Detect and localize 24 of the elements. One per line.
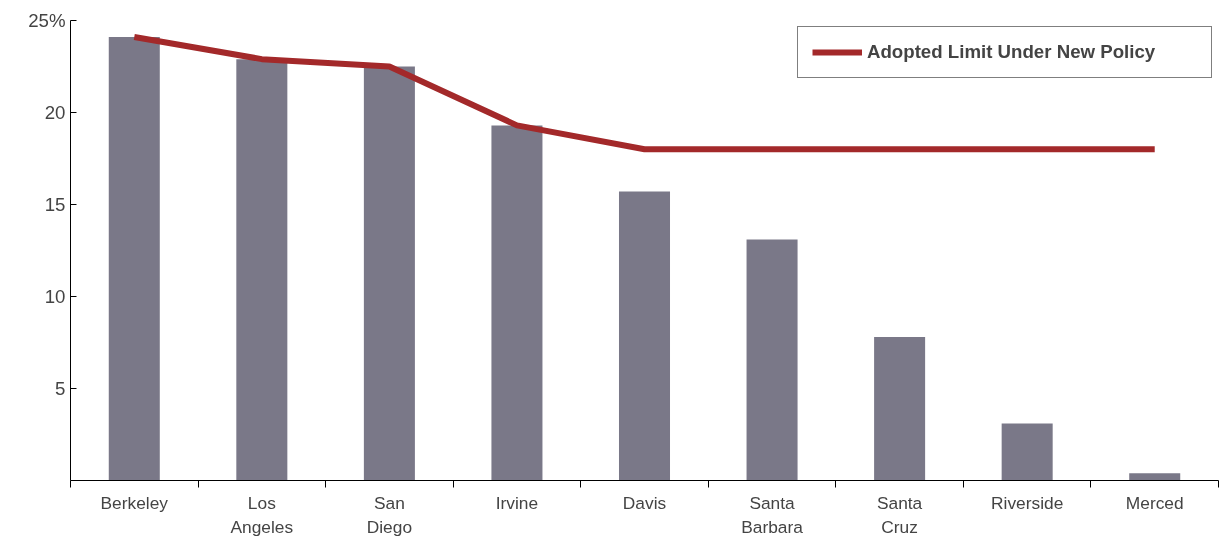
bar <box>746 239 798 481</box>
x-tick-label: Santa Cruz <box>876 492 923 537</box>
y-tick-label: 5 <box>55 378 66 399</box>
y-tick-label: 20 <box>44 102 66 123</box>
x-tick-label: San Diego <box>366 492 413 537</box>
bar <box>618 191 671 481</box>
legend-label: Adopted Limit Under New Policy <box>867 41 1157 63</box>
x-tick-label: Los Angeles <box>230 492 294 537</box>
bar <box>1001 423 1053 481</box>
x-tick-label: Riverside <box>991 492 1064 513</box>
bar <box>874 336 926 481</box>
x-tick-label: Santa Barbara <box>741 492 804 537</box>
x-tick-label: Irvine <box>495 492 539 513</box>
x-tick-label: Merced <box>1125 492 1184 513</box>
bar <box>1129 473 1181 481</box>
bar <box>363 66 415 481</box>
bar <box>491 125 543 481</box>
bar <box>108 37 160 481</box>
bar <box>236 59 288 481</box>
y-tick-label: 10 <box>44 286 66 307</box>
x-tick-label: Berkeley <box>100 492 169 513</box>
y-tick-label: 15 <box>44 194 66 215</box>
y-tick-label: 25% <box>28 10 66 31</box>
x-tick-label: Davis <box>622 492 667 513</box>
